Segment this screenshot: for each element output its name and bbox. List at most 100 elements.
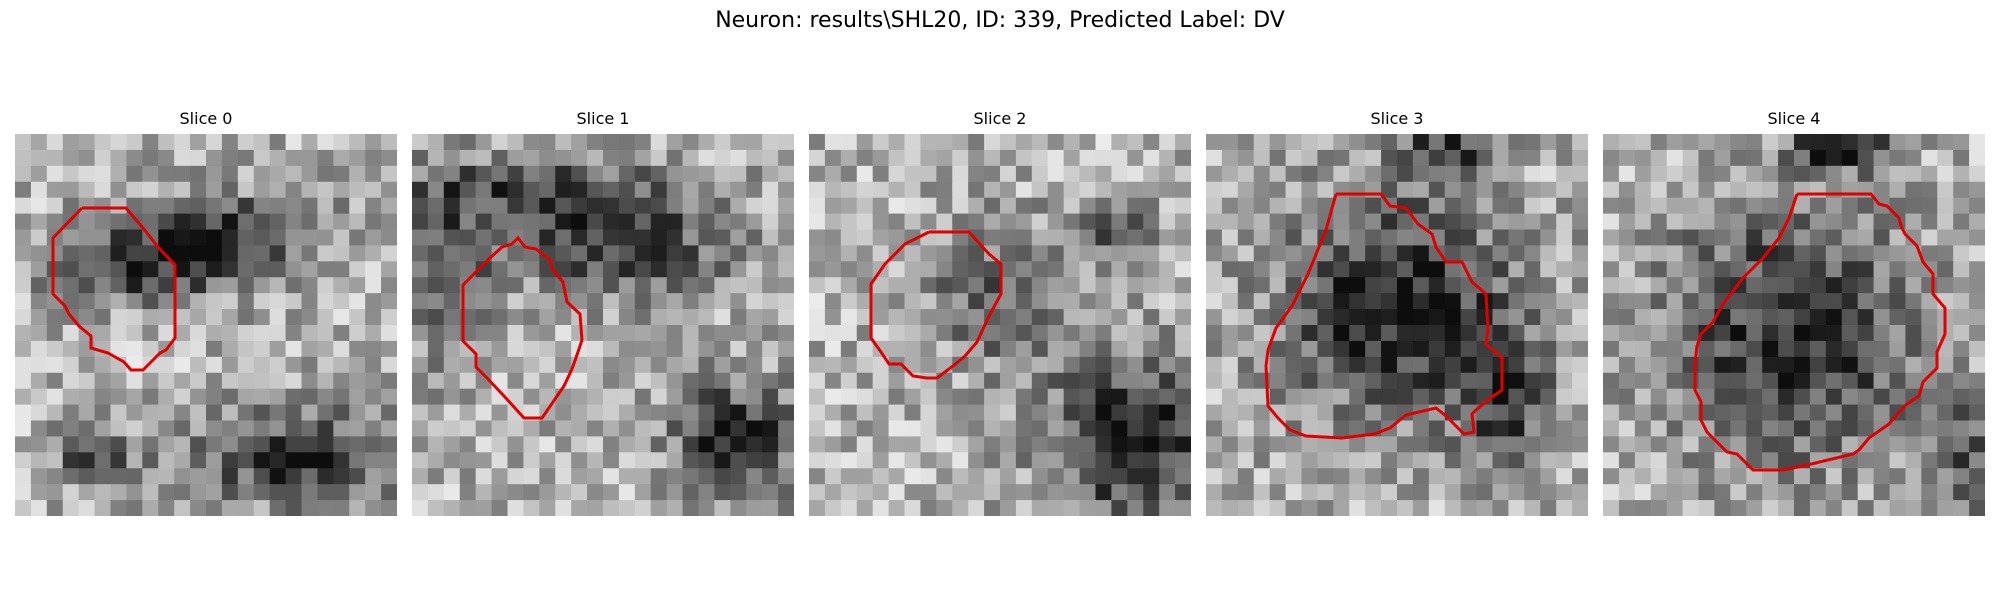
pixel-cell xyxy=(459,165,477,183)
pixel-cell xyxy=(698,197,716,215)
pixel-cell xyxy=(62,181,80,199)
pixel-cell xyxy=(1634,165,1652,183)
pixel-cell xyxy=(1349,149,1366,167)
pixel-cell xyxy=(1015,452,1033,469)
pixel-cell xyxy=(698,436,716,453)
pixel-cell xyxy=(1111,388,1128,406)
pixel-cell xyxy=(1857,245,1875,262)
pixel-cell xyxy=(206,484,223,501)
pixel-cell xyxy=(1015,149,1033,167)
pixel-cell xyxy=(1921,197,1938,215)
pixel-cell xyxy=(349,484,366,501)
pixel-cell xyxy=(1969,500,1985,516)
pixel-cell xyxy=(253,213,271,231)
pixel-cell xyxy=(1953,484,1970,501)
pixel-cell xyxy=(714,340,731,358)
pixel-cell xyxy=(1301,468,1319,485)
pixel-cell xyxy=(1650,245,1668,262)
pixel-cell xyxy=(1111,484,1128,501)
pixel-cell xyxy=(1031,484,1049,501)
pixel-cell xyxy=(1079,149,1097,167)
pixel-cell xyxy=(1000,356,1017,374)
pixel-cell xyxy=(809,261,826,278)
pixel-cell xyxy=(1682,134,1700,151)
pixel-cell xyxy=(1079,484,1097,501)
pixel-cell xyxy=(46,197,64,215)
pixel-cell xyxy=(920,261,937,278)
pixel-cell xyxy=(237,197,255,215)
pixel-cell xyxy=(936,165,953,183)
pixel-cell xyxy=(1873,500,1891,516)
pixel-cell xyxy=(1540,261,1557,278)
pixel-cell xyxy=(1618,388,1636,406)
pixel-cell xyxy=(1492,213,1510,231)
pixel-cell xyxy=(427,404,445,422)
pixel-cell xyxy=(666,500,684,516)
pixel-cell xyxy=(746,420,763,438)
pixel-cell xyxy=(539,293,556,310)
pixel-cell xyxy=(762,356,779,374)
pixel-cell xyxy=(1476,261,1494,278)
pixel-cell xyxy=(1159,372,1176,390)
pixel-cell xyxy=(856,277,874,294)
pixel-cell xyxy=(1666,484,1684,501)
pixel-cell xyxy=(1397,165,1414,183)
pixel-cell xyxy=(1444,388,1462,406)
pixel-cell xyxy=(904,420,922,438)
pixel-cell xyxy=(824,500,842,516)
pixel-cell xyxy=(1730,134,1747,151)
pixel-cell xyxy=(1889,293,1907,310)
pixel-cell xyxy=(1476,309,1494,326)
pixel-cell xyxy=(475,388,493,406)
pixel-cell xyxy=(1746,181,1763,199)
pixel-cell xyxy=(1603,149,1620,167)
pixel-cell xyxy=(1269,245,1287,262)
pixel-cell xyxy=(110,165,128,183)
pixel-cell xyxy=(778,134,794,151)
pixel-cell xyxy=(1269,277,1287,294)
pixel-cell xyxy=(1857,293,1875,310)
pixel-cell xyxy=(1841,165,1859,183)
pixel-cell xyxy=(856,229,874,247)
pixel-cell xyxy=(206,277,223,294)
pixel-cell xyxy=(1047,356,1065,374)
pixel-cell xyxy=(1857,261,1875,278)
pixel-cell xyxy=(269,420,287,438)
pixel-cell xyxy=(1221,165,1239,183)
pixel-cell xyxy=(1175,420,1191,438)
pixel-cell xyxy=(634,404,652,422)
pixel-cell xyxy=(1285,404,1303,422)
pixel-cell xyxy=(62,372,80,390)
pixel-cell xyxy=(1921,372,1938,390)
pixel-cell xyxy=(317,277,334,294)
slice-panel-3: Slice 3 xyxy=(1206,108,1588,516)
pixel-cell xyxy=(1825,500,1843,516)
pixel-cell xyxy=(1650,181,1668,199)
pixel-cell xyxy=(1349,261,1366,278)
pixel-cell xyxy=(1873,404,1891,422)
pixel-cell xyxy=(523,309,540,326)
pixel-cell xyxy=(778,388,794,406)
pixel-cell xyxy=(634,197,652,215)
pixel-cell xyxy=(1444,261,1462,278)
pixel-cell xyxy=(459,356,477,374)
pixel-cell xyxy=(1508,149,1525,167)
pixel-cell xyxy=(1746,277,1763,294)
pixel-cell xyxy=(1063,484,1081,501)
pixel-cell xyxy=(809,134,826,151)
pixel-cell xyxy=(1825,213,1843,231)
pixel-cell xyxy=(1618,277,1636,294)
pixel-cell xyxy=(1921,484,1938,501)
pixel-cell xyxy=(1111,452,1128,469)
pixel-cell xyxy=(1873,229,1891,247)
pixel-cell xyxy=(1301,197,1319,215)
pixel-cell xyxy=(1237,468,1255,485)
pixel-cell xyxy=(1634,277,1652,294)
pixel-cell xyxy=(1221,325,1239,342)
pixel-cell xyxy=(15,229,32,247)
pixel-cell xyxy=(1206,436,1223,453)
pixel-cell xyxy=(142,500,159,516)
pixel-cell xyxy=(587,372,604,390)
pixel-cell xyxy=(968,149,985,167)
pixel-cell xyxy=(381,293,397,310)
